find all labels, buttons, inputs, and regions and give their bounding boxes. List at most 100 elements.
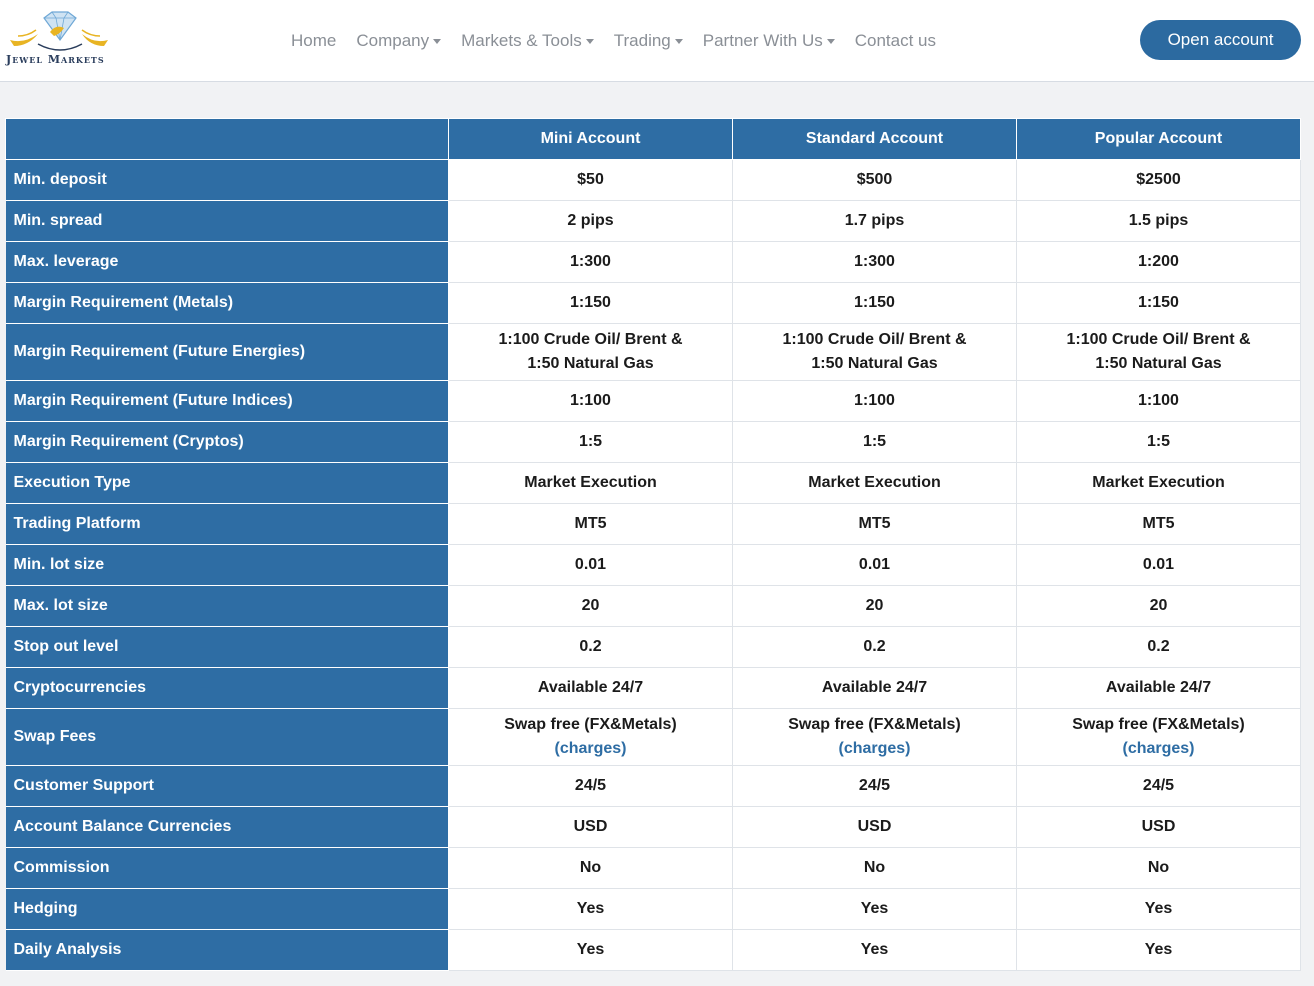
row-label: Commission: [5, 847, 449, 889]
cell-value: 1:300: [854, 253, 895, 270]
table-cell: 0.2: [448, 626, 733, 668]
cell-value: 1:150: [570, 294, 611, 311]
cell-value: $2500: [1136, 171, 1181, 188]
cell-value: $50: [577, 171, 604, 188]
table-row: Cryptocurrencies Available 24/7 Available …: [5, 667, 1301, 709]
table-cell: Available 24/7: [732, 667, 1017, 709]
nav-company[interactable]: Company: [356, 31, 442, 51]
cell-value: 1:100 Crude Oil/ Brent & 1:50 Natural Ga…: [498, 331, 683, 372]
row-label: Min. deposit: [5, 159, 449, 201]
table-row: Hedging Yes Yes Yes: [5, 888, 1301, 930]
table-row: Min. spread 2 pips 1.7 pips 1.5 pips: [5, 200, 1301, 242]
row-label: Stop out level: [5, 626, 449, 668]
caret-down-icon: [585, 39, 594, 44]
cell-value: 1:5: [578, 433, 603, 450]
row-label: Margin Requirement (Metals): [5, 282, 449, 324]
caret-down-icon: [433, 39, 442, 44]
table-cell: Swap free (FX&Metals) (charges): [732, 708, 1017, 766]
cell-value: 2 pips: [567, 212, 614, 229]
main-nav: Home Company Markets & Tools Trading Par…: [281, 28, 946, 54]
row-label: Max. lot size: [5, 585, 449, 627]
table-header-row: Mini Account Standard Account Popular Ac…: [5, 118, 1301, 160]
table-row: Account Balance Currencies USD USD USD: [5, 806, 1301, 848]
cell-value: 1:100: [854, 392, 895, 409]
row-label: Max. leverage: [5, 241, 449, 283]
table-cell: MT5: [732, 503, 1017, 545]
table-cell: USD: [1016, 806, 1301, 848]
row-label: Margin Requirement (Future Indices): [5, 380, 449, 422]
cell-value: USD: [857, 818, 892, 835]
row-label: Swap Fees: [5, 708, 449, 766]
charges-link[interactable]: (charges): [1122, 740, 1195, 757]
cell-value: 1:300: [570, 253, 611, 270]
table-cell: No: [732, 847, 1017, 889]
table-cell: 1:100 Crude Oil/ Brent & 1:50 Natural Ga…: [448, 323, 733, 381]
open-account-button[interactable]: Open account: [1140, 20, 1301, 60]
row-label: Margin Requirement (Future Energies): [5, 323, 449, 381]
cell-value: 24/5: [1142, 777, 1175, 794]
cell-value: $500: [856, 171, 893, 188]
header-blank-cell: [5, 118, 449, 160]
cell-value: Market Execution: [808, 474, 941, 491]
charges-link[interactable]: (charges): [554, 740, 627, 757]
table-cell: Swap free (FX&Metals) (charges): [1016, 708, 1301, 766]
nav-label: Markets & Tools: [461, 31, 582, 50]
table-cell: 24/5: [448, 765, 733, 807]
nav-partner[interactable]: Partner With Us: [703, 31, 835, 51]
cell-value: 24/5: [574, 777, 607, 794]
table-cell: 20: [1016, 585, 1301, 627]
table-cell: 0.01: [1016, 544, 1301, 586]
cell-value: 1:5: [862, 433, 887, 450]
cell-value: 20: [865, 597, 884, 614]
cell-value: 0.01: [858, 556, 891, 573]
table-row: Trading Platform MT5 MT5 MT5: [5, 503, 1301, 545]
row-label: Execution Type: [5, 462, 449, 504]
table-cell: 1:5: [448, 421, 733, 463]
table-row: Margin Requirement (Future Energies) 1:10…: [5, 323, 1301, 381]
nav-label: Company: [356, 31, 430, 50]
row-label: Account Balance Currencies: [5, 806, 449, 848]
table-cell: 20: [448, 585, 733, 627]
table-cell: No: [1016, 847, 1301, 889]
diamond-logo-icon: [10, 11, 108, 51]
row-label: Daily Analysis: [5, 929, 449, 971]
account-comparison-table: Mini Account Standard Account Popular Ac…: [5, 118, 1301, 971]
nav-markets-tools[interactable]: Markets & Tools: [461, 31, 594, 51]
table-cell: 0.2: [732, 626, 1017, 668]
table-cell: Yes: [732, 929, 1017, 971]
nav-home[interactable]: Home: [291, 31, 336, 51]
table-cell: MT5: [448, 503, 733, 545]
jewel-markets-logo[interactable]: Jewel Markets: [4, 10, 114, 68]
table-cell: Market Execution: [448, 462, 733, 504]
cell-value: 1:150: [1138, 294, 1179, 311]
table-cell: 0.2: [1016, 626, 1301, 668]
row-label: Hedging: [5, 888, 449, 930]
cell-value: Market Execution: [524, 474, 657, 491]
cell-value: 1:200: [1138, 253, 1179, 270]
cell-value: 0.01: [574, 556, 607, 573]
table-cell: 24/5: [732, 765, 1017, 807]
table-cell: 1:100 Crude Oil/ Brent & 1:50 Natural Ga…: [1016, 323, 1301, 381]
cell-value: No: [579, 859, 602, 876]
table-row: Margin Requirement (Metals) 1:150 1:150 1:1…: [5, 282, 1301, 324]
nav-contact[interactable]: Contact us: [855, 31, 936, 51]
table-row: Stop out level 0.2 0.2 0.2: [5, 626, 1301, 668]
cell-value: 1:100 Crude Oil/ Brent & 1:50 Natural Ga…: [782, 331, 967, 372]
row-label: Min. lot size: [5, 544, 449, 586]
table-cell: 0.01: [732, 544, 1017, 586]
table-cell: USD: [448, 806, 733, 848]
column-header-mini: Mini Account: [448, 118, 733, 160]
cell-value: MT5: [574, 515, 607, 532]
charges-link[interactable]: (charges): [838, 740, 911, 757]
table-cell: 1:100 Crude Oil/ Brent & 1:50 Natural Ga…: [732, 323, 1017, 381]
cell-value: Available 24/7: [537, 679, 644, 696]
table-row: Swap Fees Swap free (FX&Metals) (charges) S…: [5, 708, 1301, 766]
cell-value: No: [863, 859, 886, 876]
table-cell: $50: [448, 159, 733, 201]
table-cell: 0.01: [448, 544, 733, 586]
nav-trading[interactable]: Trading: [614, 31, 683, 51]
site-header: Jewel Markets Home Company Markets & Too…: [0, 0, 1314, 82]
table-cell: Market Execution: [732, 462, 1017, 504]
cell-value: MT5: [1142, 515, 1175, 532]
table-cell: 1:200: [1016, 241, 1301, 283]
